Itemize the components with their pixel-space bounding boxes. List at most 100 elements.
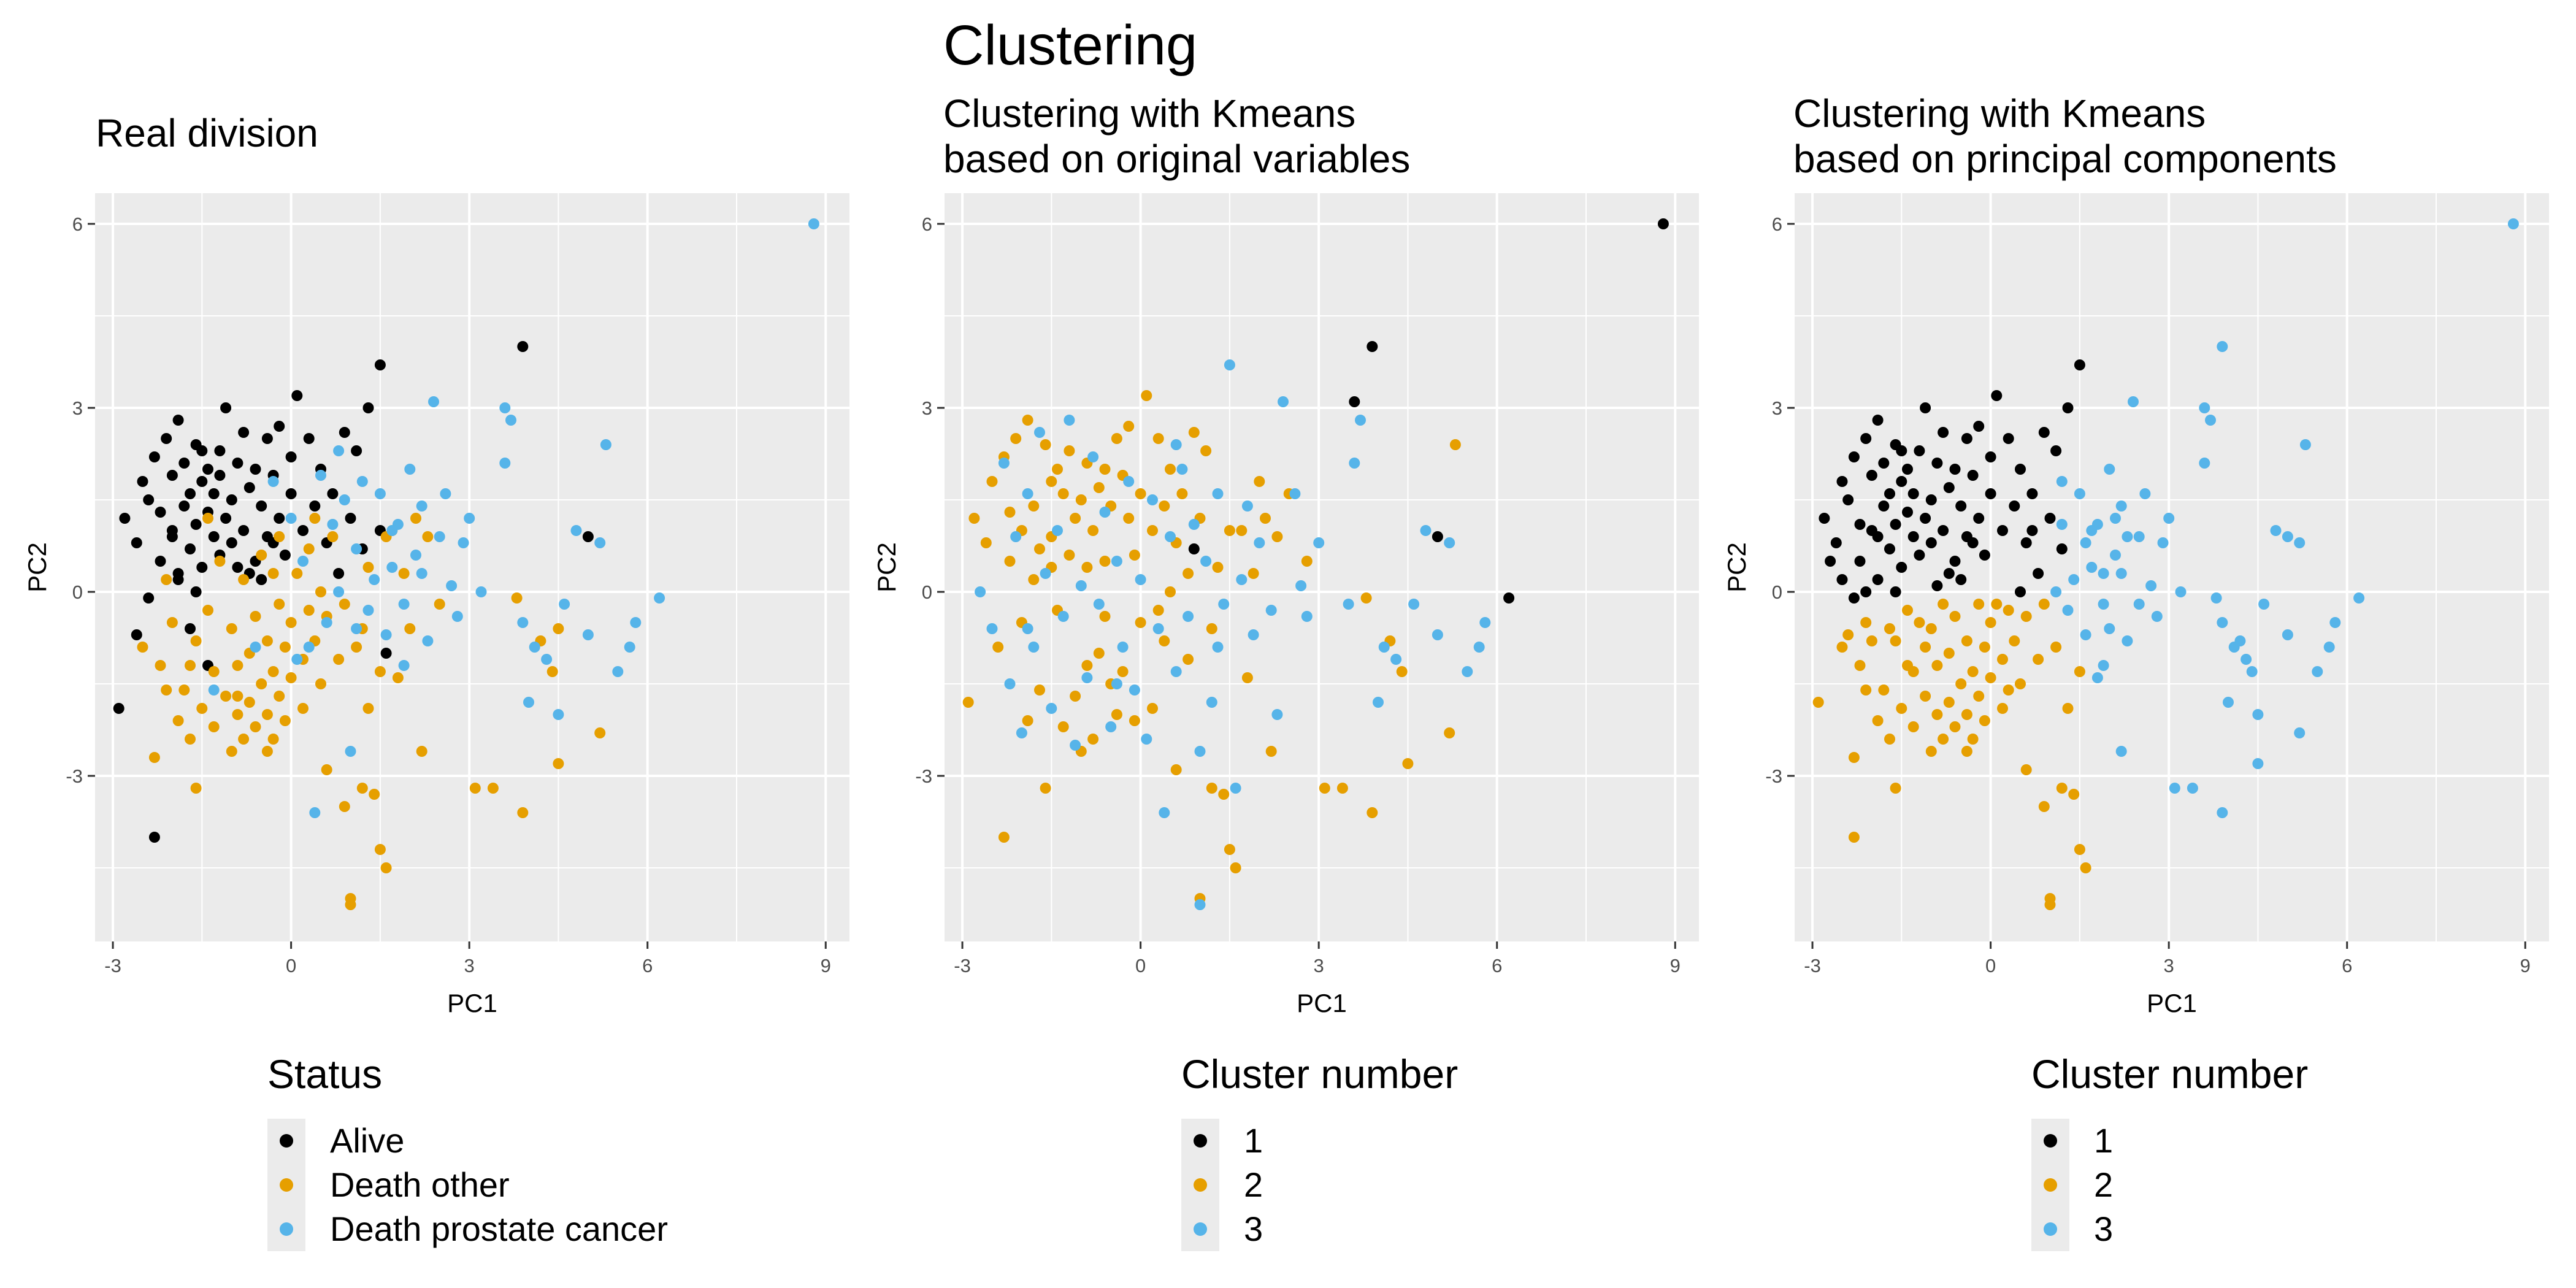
data-point: [1040, 568, 1051, 579]
data-point: [1432, 629, 1443, 640]
data-point: [351, 642, 362, 653]
data-point: [1004, 507, 1016, 518]
data-point: [1301, 611, 1313, 622]
legend-label-death-other: Death other: [330, 1165, 510, 1204]
legend-dot: [1194, 1178, 1207, 1192]
data-point: [1367, 807, 1378, 818]
data-point: [155, 556, 166, 567]
legend-label-1: 1: [2094, 1121, 2114, 1160]
data-point: [980, 537, 992, 548]
data-point: [327, 519, 339, 530]
data-point: [1420, 525, 1432, 536]
data-point: [190, 586, 202, 597]
data-point: [1194, 746, 1206, 757]
data-point: [1872, 415, 1884, 426]
data-point: [2210, 592, 2222, 604]
data-point: [279, 715, 291, 726]
data-point: [333, 445, 345, 456]
data-point: [1034, 427, 1045, 438]
data-point: [1938, 427, 1949, 438]
data-point: [1979, 715, 1990, 726]
legend-title: Cluster number: [1181, 1051, 1459, 1097]
data-point: [1087, 451, 1099, 462]
data-point: [351, 623, 362, 634]
data-point: [986, 623, 998, 634]
data-point: [1355, 415, 1366, 426]
data-point: [594, 537, 606, 548]
data-point: [1343, 599, 1354, 610]
data-point: [1938, 525, 1949, 536]
x-axis-label: PC1: [2147, 989, 2197, 1018]
data-point: [1949, 611, 1961, 622]
data-point: [1866, 635, 1877, 646]
series-3: [2050, 218, 2519, 818]
data-point: [386, 525, 398, 536]
data-point: [1135, 488, 1146, 499]
data-point: [345, 746, 356, 757]
data-point: [416, 568, 427, 579]
data-point: [321, 764, 332, 775]
data-point: [1028, 574, 1040, 585]
data-point: [404, 623, 416, 634]
data-point: [2115, 746, 2127, 757]
data-point: [440, 488, 451, 499]
data-point: [362, 703, 374, 714]
data-point: [2015, 586, 2026, 597]
data-point: [1057, 721, 1069, 732]
data-point: [356, 783, 368, 794]
data-point: [1931, 458, 1943, 469]
legend-label-3: 3: [2094, 1209, 2114, 1248]
data-point: [1004, 556, 1016, 567]
data-point: [202, 605, 213, 616]
data-point: [374, 359, 386, 370]
data-point: [309, 500, 321, 512]
y-axis-label: PC2: [1722, 542, 1751, 592]
data-point: [1135, 574, 1146, 585]
data-point: [1040, 439, 1051, 450]
data-point: [1866, 470, 1877, 481]
legend-keys: [267, 1119, 305, 1251]
data-point: [256, 574, 267, 585]
data-point: [2217, 807, 2228, 818]
legend-dot: [2044, 1178, 2057, 1192]
data-point: [2133, 599, 2145, 610]
data-point: [1218, 789, 1230, 800]
data-point: [2217, 617, 2228, 628]
data-point: [1878, 684, 1890, 696]
data-point: [185, 660, 196, 671]
data-point: [1301, 556, 1313, 567]
data-point: [190, 783, 202, 794]
data-point: [1117, 642, 1129, 653]
legend-label-2: 2: [2094, 1165, 2114, 1204]
data-point: [238, 525, 250, 536]
data-point: [250, 721, 261, 732]
data-point: [2026, 525, 2038, 536]
data-point: [398, 568, 410, 579]
panel-title-2-line-1: Clustering with Kmeans: [943, 91, 1356, 136]
data-point: [1444, 727, 1455, 738]
data-point: [416, 500, 427, 512]
data-point: [185, 734, 196, 745]
data-point: [2033, 654, 2044, 665]
data-point: [1907, 531, 1919, 542]
data-point: [398, 599, 410, 610]
data-point: [1111, 556, 1122, 567]
data-point: [279, 642, 291, 653]
data-point: [1147, 494, 1158, 505]
data-point: [274, 531, 285, 542]
data-point: [1408, 599, 1420, 610]
data-point: [1872, 715, 1884, 726]
data-point: [1200, 445, 1212, 456]
data-point: [178, 458, 190, 469]
legend-key-2: [1181, 1163, 1219, 1207]
data-point: [1920, 513, 1931, 524]
data-point: [1111, 433, 1122, 444]
data-point: [232, 691, 243, 702]
x-tick-label: 3: [2164, 955, 2174, 976]
data-point: [1884, 488, 1895, 499]
data-point: [1188, 427, 1200, 438]
x-tick-label: 0: [286, 955, 296, 976]
data-point: [1979, 550, 1990, 561]
data-point: [2163, 513, 2175, 524]
x-tick-label: 3: [1314, 955, 1324, 976]
